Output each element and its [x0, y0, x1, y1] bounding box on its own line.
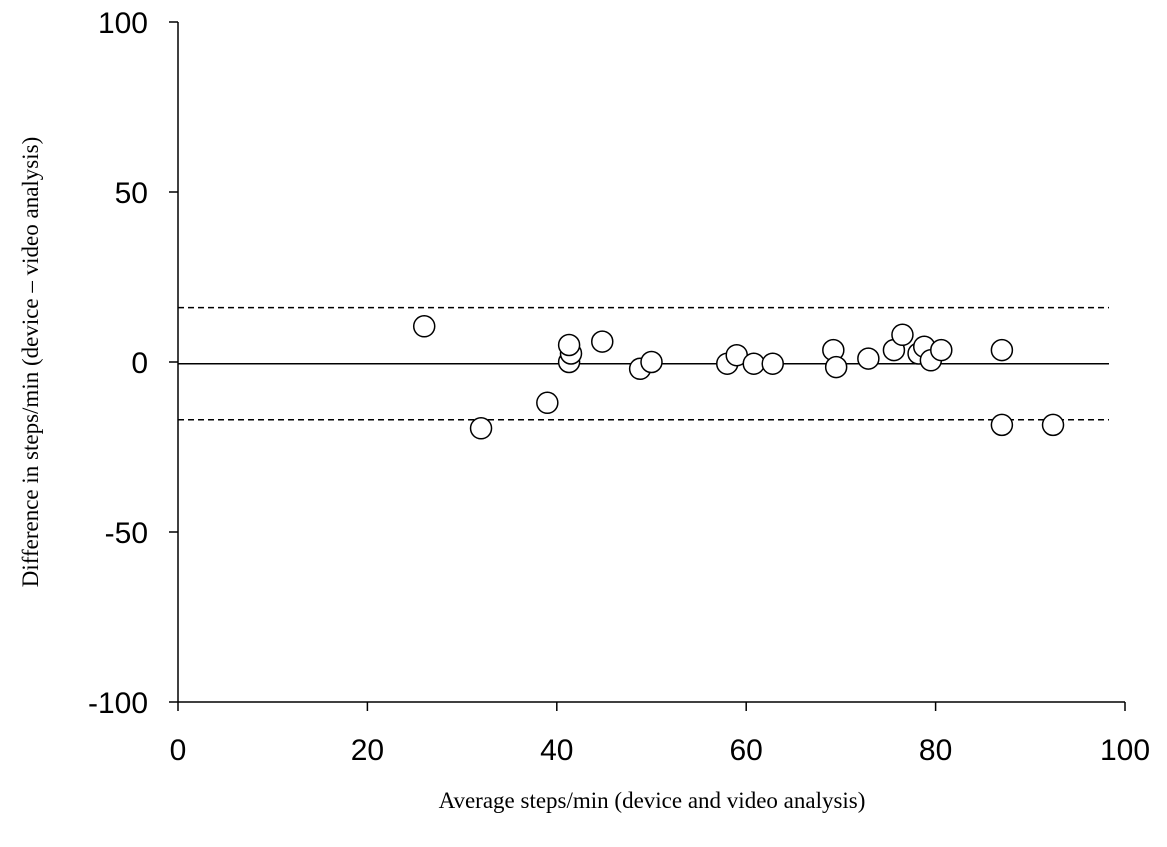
data-point [1041, 413, 1065, 437]
x-tick-label: 20 [351, 734, 384, 767]
data-point [990, 413, 1014, 437]
axes: 0 20 40 60 80 100 100 50 0 -50 -100 [88, 7, 1150, 767]
y-axis-title: Difference in steps/min (device – video … [18, 137, 43, 588]
data-point [742, 352, 766, 375]
data-point [557, 333, 581, 357]
x-tick-label: 100 [1100, 734, 1150, 767]
x-tick-label: 40 [540, 734, 573, 767]
data-point [591, 330, 614, 353]
x-tick-label: 0 [170, 734, 187, 767]
data-point [824, 355, 848, 379]
data-point [857, 347, 880, 370]
x-tick-label: 60 [730, 734, 763, 767]
y-tick-label: 50 [115, 177, 148, 210]
data-point [412, 315, 436, 338]
y-tick-label: 100 [98, 7, 148, 40]
data-point [469, 417, 493, 440]
data-point [640, 350, 663, 374]
data-point [930, 338, 953, 362]
x-axis-title: Average steps/min (device and video anal… [439, 788, 866, 813]
data-point [990, 338, 1014, 362]
data-point [536, 391, 559, 415]
y-tick-label: -50 [105, 517, 148, 550]
data-point [891, 323, 914, 347]
y-tick-label: 0 [131, 347, 148, 380]
data-points [412, 315, 1065, 440]
data-point [761, 352, 784, 375]
x-tick-label: 80 [919, 734, 952, 767]
y-tick-label: -100 [88, 687, 148, 720]
